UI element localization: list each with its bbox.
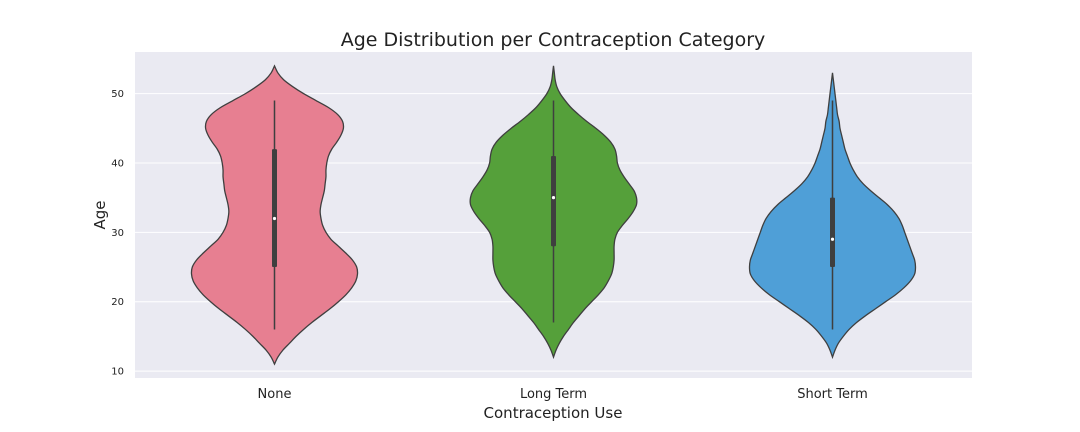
x-axis-label: Contraception Use	[484, 404, 623, 422]
y-tick-label-20: 20	[111, 297, 124, 308]
median-point-short-term	[830, 237, 835, 241]
x-tick-labels: None Long Term Short Term	[258, 387, 868, 402]
x-tick-label-short-term: Short Term	[797, 387, 868, 402]
violins	[190, 64, 917, 366]
violin-long-term	[469, 65, 638, 360]
iqr-box-long-term	[551, 156, 556, 247]
iqr-box-short-term	[830, 197, 835, 268]
y-tick-label-40: 40	[111, 158, 124, 169]
x-tick-label-none: None	[258, 387, 292, 402]
y-tick-label-50: 50	[111, 89, 124, 100]
y-tick-labels: 10 20 30 40 50	[111, 89, 124, 377]
median-point-long-term	[551, 196, 556, 200]
y-axis-label: Age	[91, 200, 109, 229]
median-point-none	[272, 216, 277, 221]
chart-title: Age Distribution per Contraception Categ…	[341, 29, 766, 51]
violin-none	[190, 64, 359, 366]
y-tick-label-10: 10	[111, 367, 124, 378]
x-tick-label-long-term: Long Term	[520, 387, 587, 402]
iqr-box-none	[272, 149, 277, 268]
violin-short-term	[748, 72, 917, 360]
y-tick-label-30: 30	[111, 228, 124, 239]
